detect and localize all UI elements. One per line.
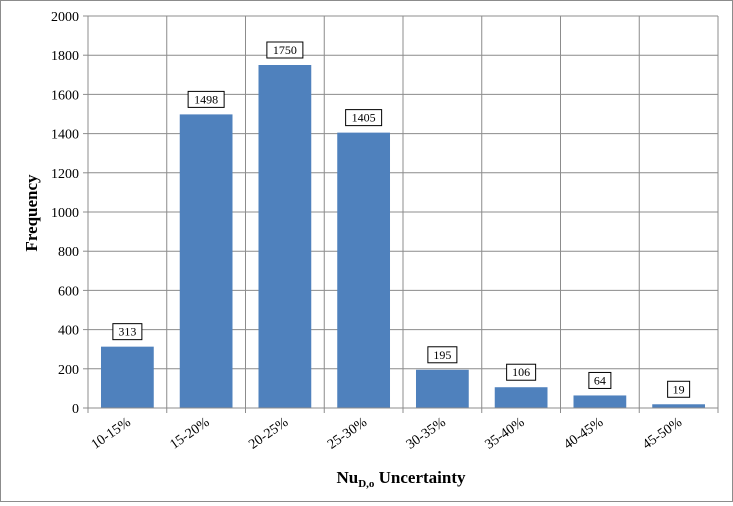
data-label-box [112, 323, 143, 341]
x-tick-label: 45-50% [640, 415, 685, 453]
y-tick-label: 200 [58, 363, 79, 378]
bar [100, 346, 154, 408]
x-tick-label: 35-40% [483, 415, 528, 453]
x-axis-title-subscript: D,o [358, 478, 375, 490]
data-label-text: 1750 [273, 43, 297, 57]
x-axis-title: NuD,o Uncertainty [336, 468, 466, 490]
y-tick-label: 0 [72, 402, 79, 417]
x-axis-title-suffix: Uncertainty [374, 468, 466, 487]
data-label-box [345, 109, 383, 127]
bar [337, 132, 391, 408]
y-tick-label: 1800 [51, 49, 79, 64]
data-label: 64 [588, 371, 612, 389]
data-label-box [588, 371, 612, 389]
axes [83, 15, 719, 413]
data-label-text: 19 [673, 382, 685, 396]
data-label-text: 64 [594, 373, 606, 387]
data-label: 1405 [345, 109, 383, 127]
x-axis-title-main: Nu [336, 468, 358, 487]
x-tick-label: 40-45% [561, 415, 606, 453]
x-tick-label: 20-25% [246, 415, 291, 453]
data-label-box [187, 90, 225, 108]
x-tick-label: 10-15% [89, 415, 134, 453]
x-tick-label: 30-35% [404, 415, 449, 453]
data-label-box [266, 41, 304, 59]
y-tick-labels: 0 200 400 600 800 1000 1200 1400 1600 1800 2000 [51, 10, 79, 417]
data-label-box [667, 380, 691, 398]
bar [415, 369, 469, 408]
bar [258, 65, 312, 408]
data-label: 313 [112, 323, 143, 341]
x-tick-labels: 10-15% 15-20% 20-25% 25-30% 30-35% 35-40% 40-4… [89, 415, 685, 453]
data-label: 195 [427, 346, 458, 364]
data-label: 19 [667, 380, 691, 398]
data-label: 1498 [187, 90, 225, 108]
y-tick-label: 600 [58, 284, 79, 299]
y-tick-label: 1200 [51, 167, 79, 182]
data-labels: 313 1498 1750 1405 195 106 64 19 [112, 41, 691, 398]
data-label-text: 1498 [194, 92, 218, 106]
data-label: 106 [506, 363, 537, 381]
y-tick-label: 1600 [51, 88, 79, 103]
data-label-text: 195 [433, 348, 451, 362]
y-tick-label: 2000 [51, 10, 79, 25]
data-label-text: 313 [118, 325, 136, 339]
y-tick-label: 1000 [51, 206, 79, 221]
y-axis-title: Frequency [22, 174, 41, 252]
data-label-text: 1405 [352, 111, 376, 125]
y-tick-label: 800 [58, 245, 79, 260]
y-tick-label: 1400 [51, 128, 79, 143]
bar [573, 395, 627, 408]
bar [494, 387, 548, 408]
bars [100, 65, 706, 408]
data-label-box [506, 363, 537, 381]
data-label-text: 106 [512, 365, 530, 379]
bar [652, 404, 706, 408]
x-tick-label: 15-20% [168, 415, 213, 453]
x-tick-label: 25-30% [325, 415, 370, 453]
data-label-box [427, 346, 458, 364]
data-label: 1750 [266, 41, 304, 59]
bar [179, 114, 233, 408]
y-tick-label: 400 [58, 324, 79, 339]
